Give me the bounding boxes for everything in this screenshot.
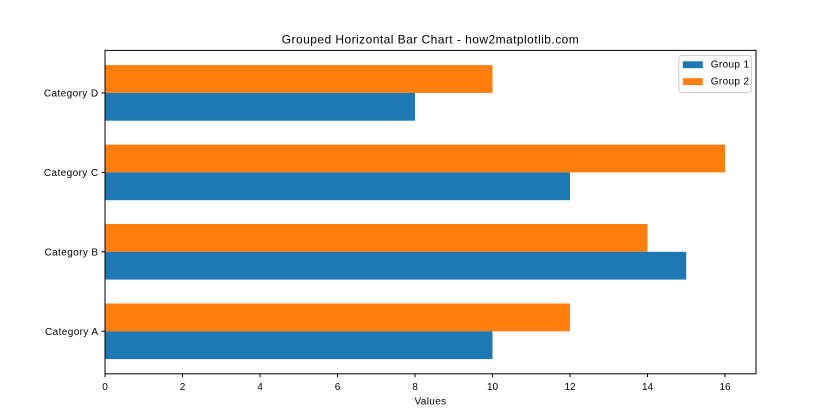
svg-text:Category A: Category A [45, 327, 98, 338]
svg-text:Category D: Category D [44, 89, 99, 100]
svg-text:Group 1: Group 1 [711, 60, 750, 71]
svg-text:Grouped Horizontal Bar Chart -: Grouped Horizontal Bar Chart - how2matpl… [282, 33, 580, 47]
svg-text:14: 14 [642, 382, 654, 393]
svg-text:0: 0 [102, 382, 108, 393]
svg-text:Values: Values [415, 397, 447, 408]
svg-text:Group 2: Group 2 [711, 77, 750, 88]
svg-text:Category B: Category B [44, 247, 98, 258]
svg-text:6: 6 [335, 382, 341, 393]
svg-text:8: 8 [412, 382, 418, 393]
svg-text:16: 16 [719, 382, 731, 393]
svg-text:Category C: Category C [44, 168, 99, 179]
svg-text:12: 12 [564, 382, 576, 393]
svg-text:10: 10 [487, 382, 499, 393]
svg-text:4: 4 [257, 382, 263, 393]
svg-text:2: 2 [180, 382, 186, 393]
